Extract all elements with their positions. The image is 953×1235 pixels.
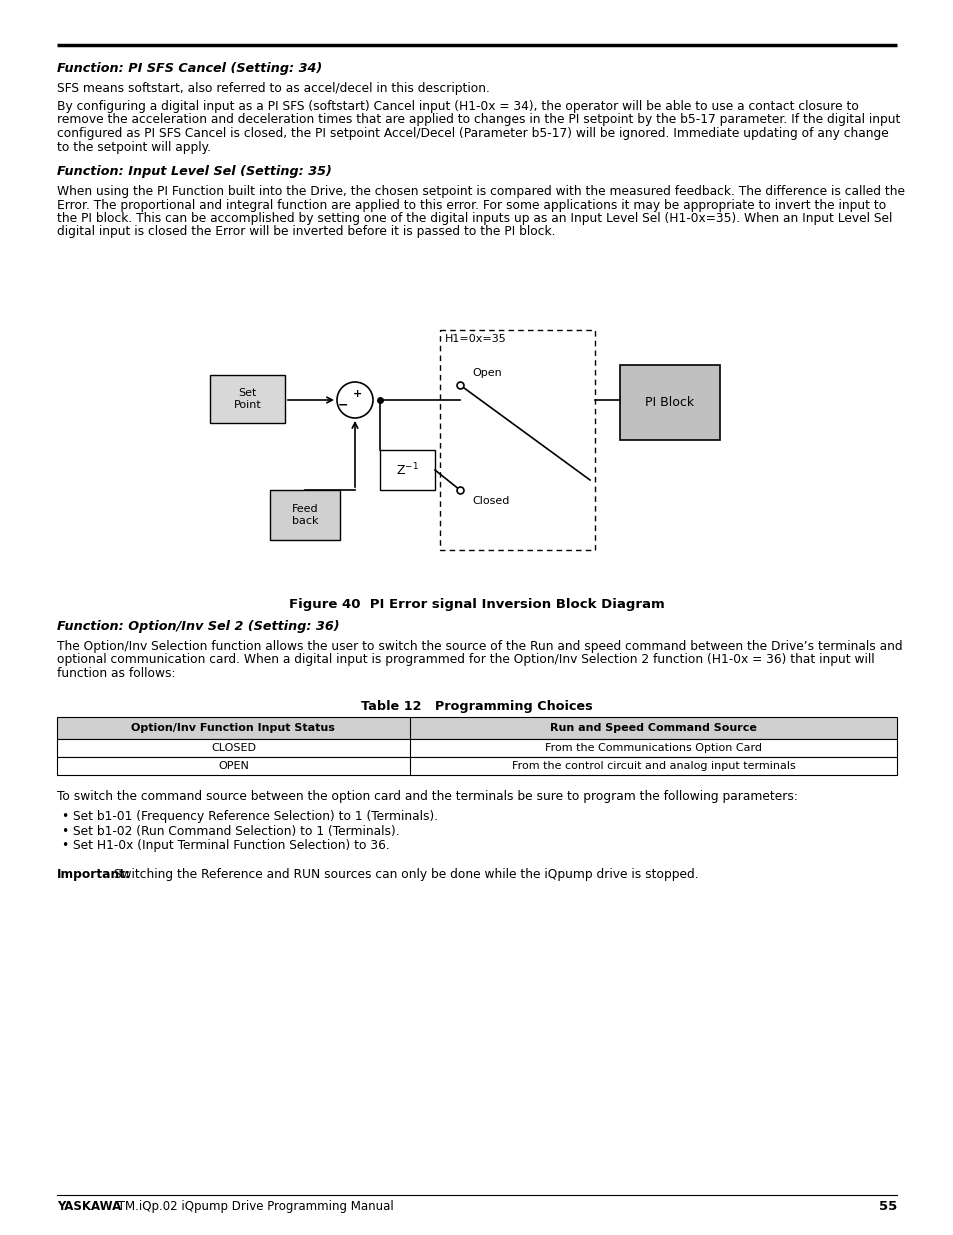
Bar — [379, 450, 435, 490]
Text: Set
Point: Set Point — [233, 388, 261, 410]
Text: Set H1-0x (Input Terminal Function Selection) to 36.: Set H1-0x (Input Terminal Function Selec… — [73, 839, 390, 852]
Text: configured as PI SFS Cancel is closed, the PI setpoint Accel/Decel (Parameter b5: configured as PI SFS Cancel is closed, t… — [57, 127, 888, 140]
Text: +: + — [353, 389, 362, 399]
Text: remove the acceleration and deceleration times that are applied to changes in th: remove the acceleration and deceleration… — [57, 114, 900, 126]
Text: Set b1-01 (Frequency Reference Selection) to 1 (Terminals).: Set b1-01 (Frequency Reference Selection… — [73, 810, 437, 823]
Text: When using the PI Function built into the Drive, the chosen setpoint is compared: When using the PI Function built into th… — [57, 185, 904, 198]
Text: YASKAWA: YASKAWA — [57, 1200, 121, 1213]
Text: optional communication card. When a digital input is programmed for the Option/I: optional communication card. When a digi… — [57, 653, 874, 667]
Text: From the control circuit and analog input terminals: From the control circuit and analog inpu… — [511, 761, 795, 771]
Text: Figure 40  PI Error signal Inversion Block Diagram: Figure 40 PI Error signal Inversion Bloc… — [289, 598, 664, 611]
Text: Function: PI SFS Cancel (Setting: 34): Function: PI SFS Cancel (Setting: 34) — [57, 62, 322, 75]
Text: Closed: Closed — [472, 496, 509, 506]
Text: H1=0x=35: H1=0x=35 — [444, 333, 506, 345]
Text: −: − — [337, 399, 348, 411]
Text: PI Block: PI Block — [645, 396, 694, 409]
Text: By configuring a digital input as a PI SFS (softstart) Cancel input (H1-0x = 34): By configuring a digital input as a PI S… — [57, 100, 858, 112]
Text: •: • — [61, 839, 69, 852]
Text: to the setpoint will apply.: to the setpoint will apply. — [57, 141, 211, 153]
Bar — [210, 375, 285, 424]
Text: Function: Input Level Sel (Setting: 35): Function: Input Level Sel (Setting: 35) — [57, 165, 332, 178]
Text: the PI block. This can be accomplished by setting one of the digital inputs up a: the PI block. This can be accomplished b… — [57, 212, 891, 225]
Text: digital input is closed the Error will be inverted before it is passed to the PI: digital input is closed the Error will b… — [57, 226, 555, 238]
Bar — [57, 718, 896, 739]
Text: Open: Open — [472, 368, 501, 378]
Text: 55: 55 — [878, 1200, 896, 1213]
Text: •: • — [61, 825, 69, 837]
Text: Function: Option/Inv Sel 2 (Setting: 36): Function: Option/Inv Sel 2 (Setting: 36) — [57, 620, 339, 634]
Text: Z$^{-1}$: Z$^{-1}$ — [395, 462, 418, 478]
Bar — [57, 739, 896, 757]
Text: Option/Inv Function Input Status: Option/Inv Function Input Status — [132, 722, 335, 734]
Text: To switch the command source between the option card and the terminals be sure t: To switch the command source between the… — [57, 790, 797, 803]
Bar — [619, 366, 720, 440]
Text: From the Communications Option Card: From the Communications Option Card — [544, 743, 761, 753]
Text: •: • — [61, 810, 69, 823]
Text: OPEN: OPEN — [217, 761, 249, 771]
Text: CLOSED: CLOSED — [211, 743, 255, 753]
Text: Run and Speed Command Source: Run and Speed Command Source — [549, 722, 756, 734]
Bar — [439, 330, 595, 550]
Bar — [57, 757, 896, 776]
Circle shape — [336, 382, 373, 417]
Text: SFS means softstart, also referred to as accel/decel in this description.: SFS means softstart, also referred to as… — [57, 82, 489, 95]
Text: Feed
back: Feed back — [292, 504, 318, 526]
Text: The Option/Inv Selection function allows the user to switch the source of the Ru: The Option/Inv Selection function allows… — [57, 640, 902, 653]
Bar — [270, 490, 339, 540]
Text: Table 12   Programming Choices: Table 12 Programming Choices — [361, 700, 592, 713]
Text: TM.iQp.02 iQpump Drive Programming Manual: TM.iQp.02 iQpump Drive Programming Manua… — [113, 1200, 394, 1213]
Text: Important:: Important: — [57, 868, 131, 881]
Text: Error. The proportional and integral function are applied to this error. For som: Error. The proportional and integral fun… — [57, 199, 885, 211]
Text: function as follows:: function as follows: — [57, 667, 175, 680]
Text: Switching the Reference and RUN sources can only be done while the iQpump drive : Switching the Reference and RUN sources … — [110, 868, 698, 881]
Text: Set b1-02 (Run Command Selection) to 1 (Terminals).: Set b1-02 (Run Command Selection) to 1 (… — [73, 825, 399, 837]
